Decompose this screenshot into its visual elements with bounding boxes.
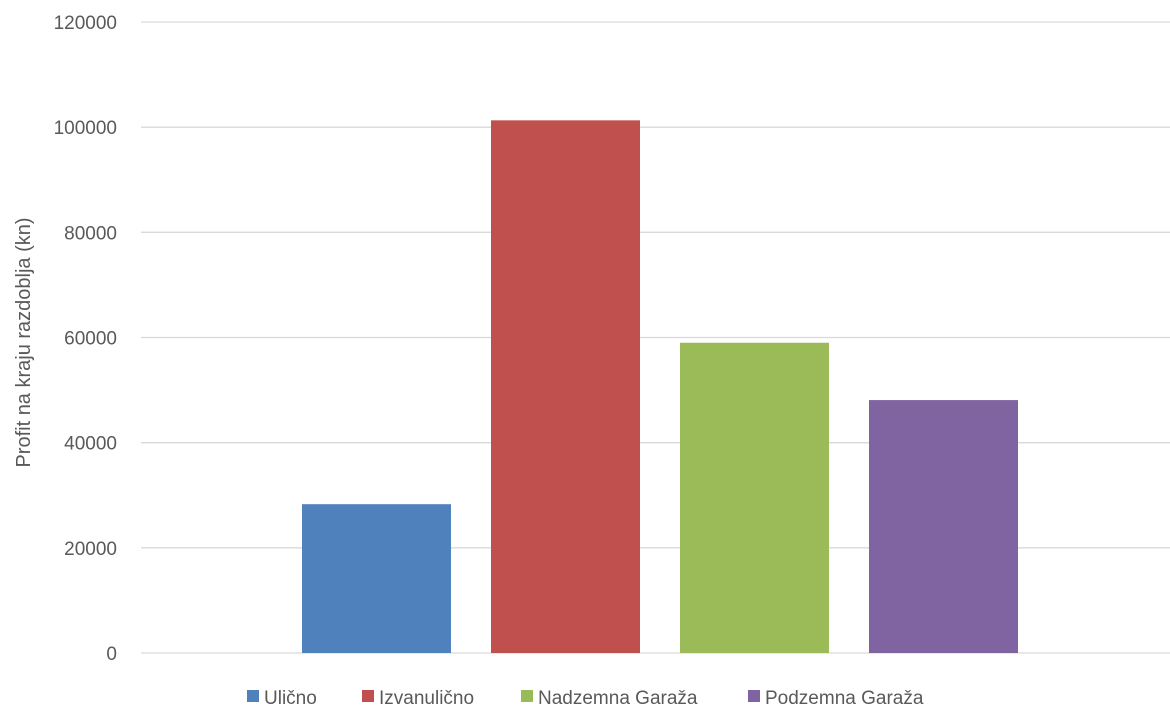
y-tick-label: 60000 [64,329,117,350]
legend-swatch-1 [247,690,259,702]
legend-swatch-2 [362,690,374,702]
bar-3 [680,342,829,653]
legend-label-1: Ulično [264,688,317,709]
bars [302,120,1018,654]
legend-label-3: Nadzemna Garaža [538,688,698,709]
bar-4 [869,400,1018,653]
y-tick-label: 80000 [64,223,117,244]
y-tick-label: 100000 [54,118,117,139]
y-tick-label: 40000 [64,434,117,455]
legend-swatch-3 [521,690,533,702]
legend-label-4: Podzemna Garaža [765,688,924,709]
y-axis-title: Profit na kraju razdoblja (kn) [13,217,35,467]
bar-1 [302,504,451,653]
y-tick-label: 0 [106,644,117,665]
bar-2 [491,120,640,654]
legend: Ulično Izvanulično Nadzemna Garaža Podzemna… [247,688,924,709]
legend-label-2: Izvanulično [379,688,474,709]
y-tick-label: 20000 [64,539,117,560]
y-axis-ticks: 0 20000 40000 60000 80000 100000 120000 [54,13,117,665]
legend-swatch-4 [748,690,760,702]
y-tick-label: 120000 [54,13,117,34]
